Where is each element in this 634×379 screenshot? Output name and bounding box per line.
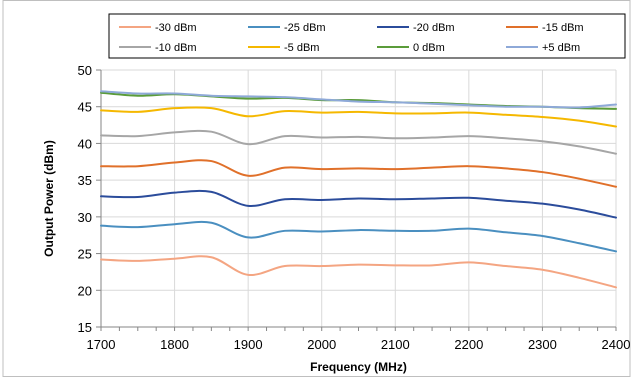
series-line-4 [100,159,617,188]
y-tick-label: 20 [78,283,92,298]
x-tick-label: 2100 [381,337,410,352]
series-line-2 [100,220,617,253]
legend-label: -25 dBm [284,22,326,34]
legend: -30 dBm -25 dBm -20 dBm -15 dBm -10 dBm -5 dB… [108,13,626,59]
y-tick-label: 25 [78,247,92,262]
legend-label: -5 dBm [284,42,319,54]
y-tick-label: 45 [78,100,92,115]
x-tick-label: 2200 [454,337,483,352]
legend-label: -20 dBm [413,22,455,34]
legend-label: -30 dBm [155,22,197,34]
series-lines [100,90,617,289]
y-tick-label: 15 [78,320,92,335]
series-line-8 [100,90,617,109]
legend-label: +5 dBm [542,42,580,54]
y-axis-label: Output Power (dBm) [42,140,56,257]
y-tick-label: 40 [78,136,92,151]
legend-label: 0 dBm [413,42,445,54]
legend-box [108,13,626,59]
legend-label: -10 dBm [155,42,197,54]
x-axis-label: Frequency (MHz) [310,360,407,374]
legend-label: -15 dBm [542,22,584,34]
series-line-1 [100,255,617,289]
tick-labels: 15 20 25 30 35 40 45 50 1700 1800 1900 2000 2100 2200… [78,63,631,352]
series-line-3 [100,189,617,219]
axes [96,69,617,331]
x-tick-label: 2000 [307,337,336,352]
x-tick-label: 1800 [160,337,189,352]
x-tick-label: 1700 [87,337,116,352]
series-line-5 [100,129,617,155]
x-tick-label: 2300 [528,337,557,352]
x-tick-label: 1900 [234,337,263,352]
y-tick-label: 35 [78,173,92,188]
y-tick-label: 50 [78,63,92,78]
series-line-6 [100,106,617,128]
x-tick-label: 2400 [602,337,631,352]
y-tick-label: 30 [78,210,92,225]
